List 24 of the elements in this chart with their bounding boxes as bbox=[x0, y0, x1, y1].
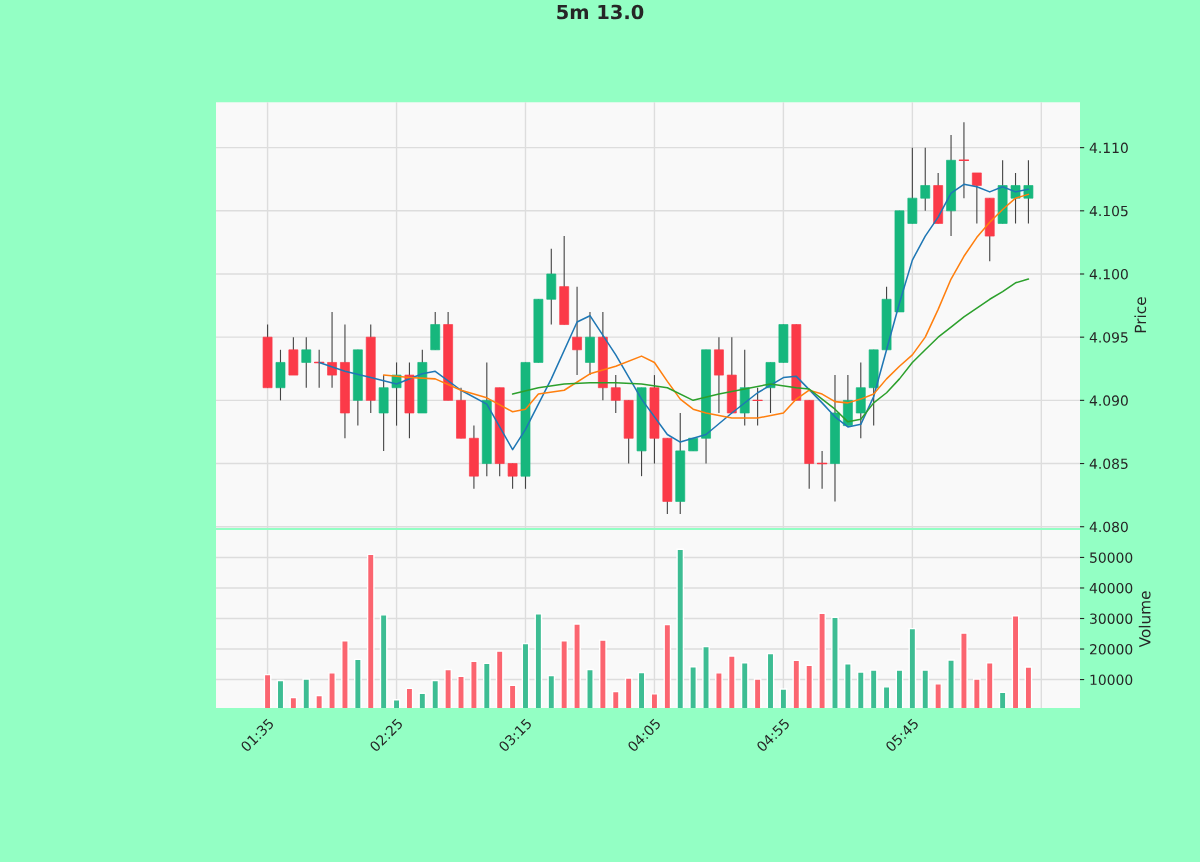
line-series bbox=[511, 278, 1030, 423]
y-tick-label: 4.105 bbox=[1089, 205, 1128, 217]
candlestick bbox=[971, 172, 982, 225]
candlestick bbox=[301, 336, 312, 389]
y-tick-label: 4.080 bbox=[1089, 521, 1128, 533]
chart-title: 5m 13.0 bbox=[557, 4, 644, 20]
y-tick-label: 4.100 bbox=[1089, 268, 1128, 280]
candlestick bbox=[507, 462, 518, 490]
y-tick-label: 4.095 bbox=[1089, 332, 1128, 343]
candlestick bbox=[610, 374, 621, 414]
candlestick bbox=[572, 286, 582, 376]
y-tick-label: 30000 bbox=[1090, 613, 1133, 624]
y-tick-label: 40000 bbox=[1089, 582, 1133, 594]
y-tick-label: 10000 bbox=[1090, 674, 1133, 686]
candlestick bbox=[327, 311, 337, 389]
candlestick bbox=[920, 147, 931, 212]
y-axis-title: Volume bbox=[1138, 591, 1151, 648]
y-axis-title: Price bbox=[1134, 297, 1147, 333]
y-tick-label: 50000 bbox=[1090, 552, 1133, 563]
y-tick-label: 4.090 bbox=[1089, 395, 1128, 406]
candlestick bbox=[1023, 159, 1034, 225]
y-tick-label: 20000 bbox=[1090, 644, 1133, 655]
y-tick-label: 4.085 bbox=[1089, 458, 1128, 470]
y-tick-label: 4.110 bbox=[1089, 142, 1128, 154]
